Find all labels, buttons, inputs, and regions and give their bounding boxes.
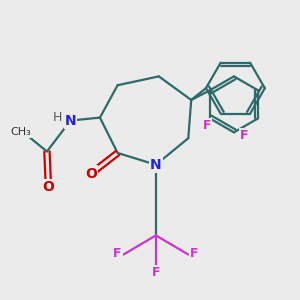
Text: N: N bbox=[150, 158, 162, 172]
Text: O: O bbox=[85, 167, 97, 181]
Text: F: F bbox=[190, 247, 198, 260]
Text: O: O bbox=[43, 180, 54, 194]
Text: H: H bbox=[52, 111, 62, 124]
Text: CH₃: CH₃ bbox=[10, 127, 31, 137]
Text: F: F bbox=[152, 266, 160, 279]
Text: N: N bbox=[65, 114, 76, 128]
Text: F: F bbox=[202, 119, 211, 132]
Text: F: F bbox=[113, 247, 122, 260]
Text: F: F bbox=[240, 129, 248, 142]
